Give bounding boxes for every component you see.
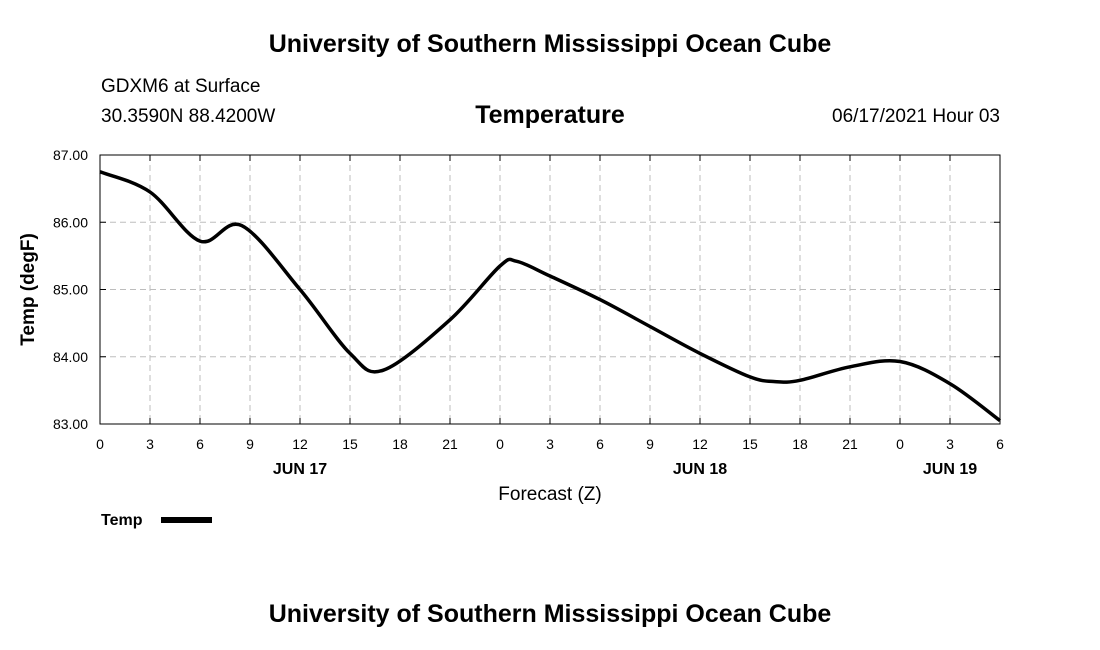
y-axis-label: Temp (degF) — [18, 233, 39, 346]
date-label: JUN 19 — [923, 461, 977, 478]
x-tick-label: 9 — [246, 436, 254, 452]
x-tick-label: 0 — [496, 436, 504, 452]
x-tick-label: 21 — [442, 436, 458, 452]
y-tick-label: 87.00 — [53, 147, 88, 163]
x-tick-label: 3 — [546, 436, 554, 452]
legend: Temp — [101, 512, 212, 529]
series-layer — [99, 170, 1002, 423]
y-tick-label: 86.00 — [53, 214, 88, 230]
bottom-title: University of Southern Mississippi Ocean… — [268, 600, 832, 628]
chart-title: Temperature — [475, 101, 625, 129]
top-title: University of Southern Mississippi Ocean… — [268, 30, 832, 58]
y-tick-label: 84.00 — [53, 349, 88, 365]
y-tick-label: 83.00 — [53, 416, 88, 432]
x-tick-label: 21 — [842, 436, 858, 452]
x-tick-label: 0 — [96, 436, 104, 452]
x-tick-label: 12 — [692, 436, 708, 452]
station-label: GDXM6 at Surface — [101, 76, 261, 97]
legend-label: Temp — [101, 512, 143, 529]
tick-labels: 83.00 84.00 85.00 86.00 87.00 0 3 6 9 12 15 18 21 0 3 6… — [53, 147, 1004, 478]
x-tick-label: 3 — [946, 436, 954, 452]
x-tick-label: 15 — [342, 436, 358, 452]
axis-ticks — [99, 154, 1001, 425]
x-tick-label: 12 — [292, 436, 308, 452]
series-line-temp — [99, 170, 1002, 423]
x-tick-label: 18 — [792, 436, 808, 452]
x-tick-label: 3 — [146, 436, 154, 452]
x-tick-label: 9 — [646, 436, 654, 452]
grid-lines — [100, 155, 1000, 424]
x-tick-label: 15 — [742, 436, 758, 452]
date-label: JUN 18 — [673, 461, 727, 478]
x-axis-label: Forecast (Z) — [498, 484, 601, 505]
coordinates-label: 30.3590N 88.4200W — [101, 106, 276, 127]
forecast-datetime: 06/17/2021 Hour 03 — [832, 106, 1000, 127]
x-tick-label: 18 — [392, 436, 408, 452]
y-tick-label: 85.00 — [53, 282, 88, 298]
x-tick-label: 6 — [196, 436, 204, 452]
date-label: JUN 17 — [273, 461, 327, 478]
x-tick-label: 6 — [596, 436, 604, 452]
x-tick-label: 6 — [996, 436, 1004, 452]
x-tick-label: 0 — [896, 436, 904, 452]
